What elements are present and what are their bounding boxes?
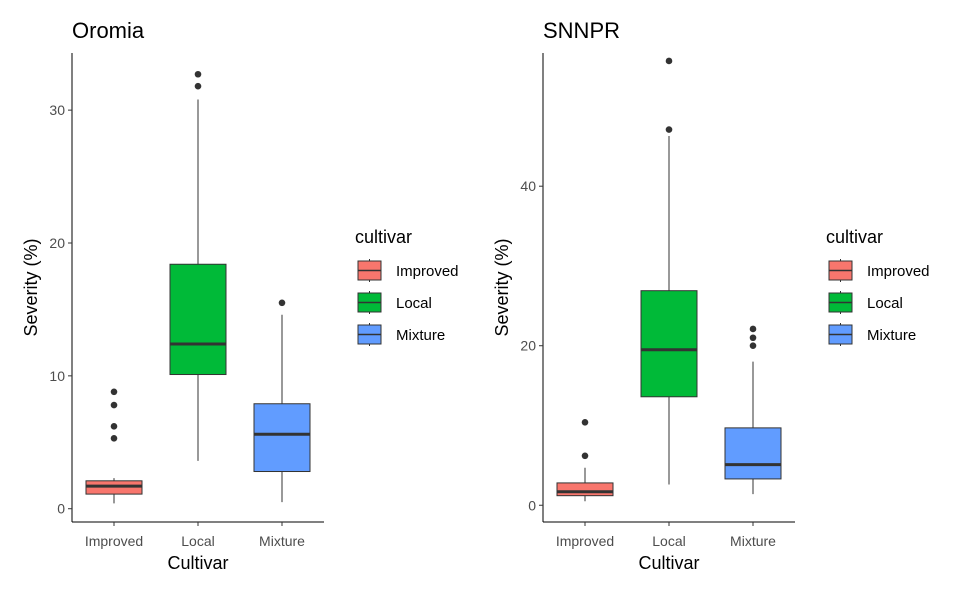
panel1-x-tick-label: Improved	[85, 533, 143, 549]
panel1-local-outlier-point	[194, 82, 202, 90]
panel1-x-axis-title: Cultivar	[167, 553, 228, 573]
panel2-legend-improved-label: Improved	[867, 263, 930, 280]
panel1-mixture-box	[253, 403, 311, 473]
panel1-y-tick-label: 10	[49, 368, 65, 384]
panel2-mixture-outlier-point	[749, 325, 757, 333]
panel2-title: SNNPR	[543, 18, 620, 43]
panel2-mixture-outlier-point	[749, 342, 757, 350]
panel1-local-outlier-point	[194, 70, 202, 78]
panel2-improved-outlier-point	[581, 452, 589, 460]
panel2-mixture-box	[724, 427, 782, 480]
panel2-mixture-outlier-point	[749, 334, 757, 342]
panel2-local-outlier-point	[665, 57, 673, 65]
panel1-improved-outlier-point	[110, 423, 118, 430]
panel1-local-box	[169, 263, 227, 376]
panel1-x-tick-label: Mixture	[259, 533, 305, 549]
panel1-title: Oromia	[72, 18, 145, 43]
panel1-legend-local-label: Local	[396, 295, 432, 312]
panel1-y-axis-title: Severity (%)	[21, 238, 41, 336]
panel2-y-tick-label: 40	[520, 178, 536, 194]
panel1-improved-outlier-point	[110, 401, 118, 409]
panel2-y-tick-label: 0	[528, 497, 536, 513]
panel1-x-tick-label: Local	[181, 533, 214, 549]
panel1-legend-mixture-label: Mixture	[396, 327, 445, 344]
panel2-x-tick-label: Local	[652, 533, 685, 549]
panel2-y-tick-label: 20	[520, 338, 536, 354]
panel2-legend-mixture-label: Mixture	[867, 327, 916, 344]
panel2-improved-box	[556, 482, 614, 497]
panel1-y-tick-label: 20	[49, 235, 65, 251]
panel1-improved-outlier-point	[110, 388, 118, 396]
panel1-legend-title: cultivar	[355, 227, 412, 247]
panel1-mixture-outlier-point	[278, 299, 286, 307]
panel2-improved-outlier-point	[581, 418, 589, 426]
panel1-legend-improved-label: Improved	[396, 263, 459, 280]
panel2-x-tick-label: Improved	[556, 533, 614, 549]
panel1-y-tick-label: 30	[49, 102, 65, 118]
panel2-legend-title: cultivar	[826, 227, 883, 247]
panel1-y-tick-label: 0	[57, 501, 65, 517]
panel2-legend-local-label: Local	[867, 295, 903, 312]
panel2-local-box	[640, 290, 698, 398]
panel2-local-outlier-point	[665, 126, 673, 133]
panel2-y-axis-title: Severity (%)	[492, 238, 512, 336]
panel1-improved-outlier-point	[110, 434, 118, 442]
panel2-x-axis-title: Cultivar	[638, 553, 699, 573]
panel2-x-tick-label: Mixture	[730, 533, 776, 549]
